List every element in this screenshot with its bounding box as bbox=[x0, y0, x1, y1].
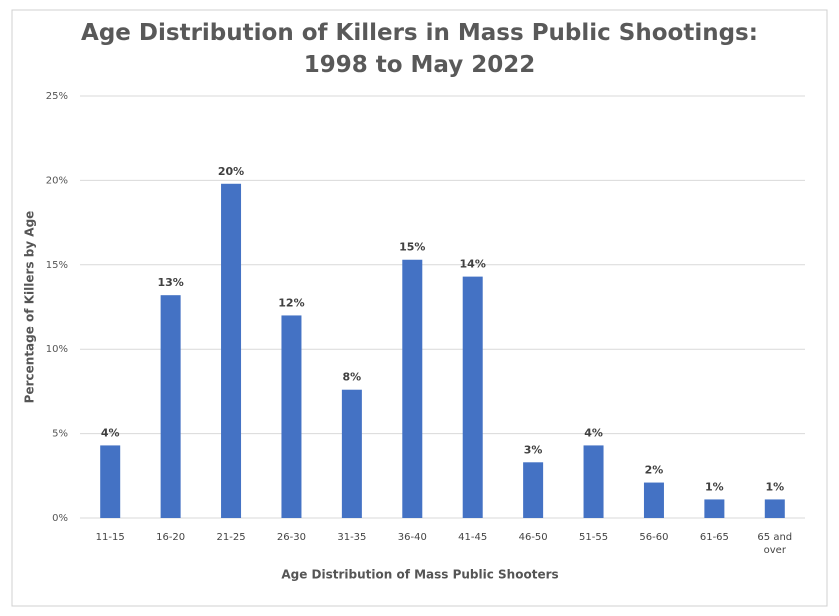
chart-title: Age Distribution of Killers in Mass Publ… bbox=[81, 20, 758, 46]
y-tick-label: 20% bbox=[46, 175, 68, 186]
x-tick-label: 65 and over bbox=[757, 532, 793, 556]
value-label: 8% bbox=[343, 371, 362, 384]
bar bbox=[341, 389, 362, 518]
x-tick-label: 36-40 bbox=[397, 532, 427, 543]
bar bbox=[583, 445, 604, 518]
value-label: 3% bbox=[524, 443, 543, 456]
x-tick-label: 46-50 bbox=[518, 532, 548, 543]
bar bbox=[402, 259, 423, 518]
x-axis-title: Age Distribution of Mass Public Shooters bbox=[281, 568, 558, 582]
y-tick-label: 15% bbox=[46, 260, 68, 271]
value-label: 4% bbox=[101, 426, 120, 439]
value-label: 14% bbox=[460, 258, 486, 271]
x-tick-label: 51-55 bbox=[579, 532, 609, 543]
bar bbox=[281, 315, 302, 518]
x-tick-label: 16-20 bbox=[156, 532, 186, 543]
x-tick-label: 61-65 bbox=[699, 532, 729, 543]
y-tick-label: 10% bbox=[46, 344, 68, 355]
value-label: 12% bbox=[278, 296, 304, 309]
x-tick-label: 11-15 bbox=[95, 532, 125, 543]
value-label: 1% bbox=[705, 480, 724, 493]
x-tick-label: 56-60 bbox=[639, 532, 669, 543]
value-label: 1% bbox=[765, 480, 784, 493]
x-tick-label: 21-25 bbox=[216, 532, 246, 543]
bar bbox=[764, 499, 785, 518]
x-tick-label: 31-35 bbox=[337, 532, 367, 543]
value-label: 13% bbox=[157, 276, 183, 289]
bar bbox=[160, 295, 181, 518]
x-tick-label: 41-45 bbox=[458, 532, 488, 543]
value-label: 4% bbox=[584, 426, 603, 439]
chart-title: 1998 to May 2022 bbox=[303, 52, 536, 78]
y-tick-label: 0% bbox=[52, 513, 68, 524]
value-label: 20% bbox=[218, 165, 244, 178]
bar bbox=[100, 445, 121, 518]
bar bbox=[221, 183, 242, 518]
x-tick-label: 26-30 bbox=[276, 532, 306, 543]
bar bbox=[704, 499, 725, 518]
value-label: 2% bbox=[645, 464, 664, 477]
bar bbox=[643, 482, 664, 518]
value-label: 15% bbox=[399, 241, 425, 254]
bar bbox=[523, 462, 544, 518]
y-tick-label: 25% bbox=[46, 91, 68, 102]
bar bbox=[462, 276, 483, 518]
y-tick-label: 5% bbox=[52, 429, 68, 440]
y-axis-title: Percentage of Killers by Age bbox=[23, 211, 37, 404]
